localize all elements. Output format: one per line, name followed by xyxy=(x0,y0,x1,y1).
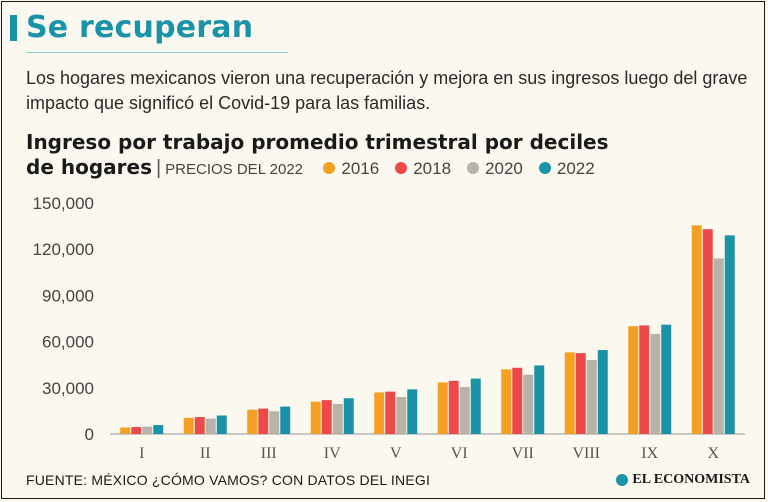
x-tick-label: II xyxy=(200,445,211,462)
bar-2018-VI xyxy=(448,380,459,434)
legend-item-2018: 2018 xyxy=(395,156,451,181)
x-tick-label: IX xyxy=(641,445,658,462)
legend-item-2020: 2020 xyxy=(467,156,523,181)
bar-2022-X xyxy=(724,235,735,434)
title-underline xyxy=(26,52,288,53)
bar-2018-VIII xyxy=(575,353,586,434)
chart-title-line1: Ingreso por trabajo promedio trimestral … xyxy=(26,130,609,154)
legend-dot-2020 xyxy=(467,162,480,174)
x-tick-label: V xyxy=(390,445,402,462)
legend-label-2022: 2022 xyxy=(556,158,595,178)
bar-2016-X xyxy=(691,225,702,434)
x-tick-label: IV xyxy=(324,445,341,462)
y-tick-label: 60,000 xyxy=(42,333,94,352)
bar-2016-IX xyxy=(628,326,639,434)
y-tick-label: 0 xyxy=(85,425,94,444)
y-tick-label: 120,000 xyxy=(33,240,94,259)
bar-2020-VIII xyxy=(586,360,597,434)
x-tick-label: III xyxy=(261,445,277,462)
bar-2020-II xyxy=(205,418,216,434)
bar-2016-VII xyxy=(501,369,512,434)
legend-label-2016: 2016 xyxy=(341,158,380,178)
bar-2022-III xyxy=(280,406,291,434)
bar-2022-VII xyxy=(534,365,545,434)
legend-dot-2022 xyxy=(538,162,551,174)
chart-subtitle: PRECIOS DEL 2022 xyxy=(165,161,304,178)
source-note: FUENTE: MÉXICO ¿CÓMO VAMOS? CON DATOS DE… xyxy=(26,472,431,488)
brand-logo: EL ECONOMISTA xyxy=(616,472,750,488)
x-tick-label: X xyxy=(707,445,719,462)
legend-item-2016: 2016 xyxy=(323,156,379,181)
bar-2022-II xyxy=(216,415,227,434)
bar-2016-IV xyxy=(310,401,321,434)
bar-2020-IV xyxy=(332,403,343,434)
bar-2022-V xyxy=(407,389,418,434)
bar-2022-IX xyxy=(661,324,672,434)
brand-name: EL ECONOMISTA xyxy=(632,472,750,487)
bar-2016-VI xyxy=(437,382,448,434)
bar-2022-I xyxy=(153,425,164,434)
legend-item-2022: 2022 xyxy=(538,156,595,181)
bar-2016-V xyxy=(374,392,385,434)
x-tick-label: I xyxy=(139,445,144,462)
title-accent-bar xyxy=(10,15,17,41)
legend-dot-2016 xyxy=(323,162,336,174)
bar-2022-IV xyxy=(343,398,354,434)
bar-2022-VI xyxy=(470,378,481,434)
bar-2018-V xyxy=(385,391,396,434)
chart-title-line2: de hogares xyxy=(26,155,152,179)
y-tick-label: 90,000 xyxy=(42,286,94,305)
x-tick-label: VI xyxy=(451,445,468,462)
bar-2016-VIII xyxy=(564,352,575,434)
x-tick-label: VIII xyxy=(572,445,600,462)
bar-2020-X xyxy=(713,258,724,434)
bar-2016-I xyxy=(120,427,131,434)
bar-2020-VII xyxy=(523,374,534,434)
bar-2018-X xyxy=(702,229,713,434)
bar-2016-III xyxy=(247,409,258,434)
page-title: Se recuperan xyxy=(26,10,254,45)
bar-2020-VI xyxy=(459,387,470,434)
bar-2018-II xyxy=(194,417,205,434)
page-subtitle: Los hogares mexicanos vieron una recuper… xyxy=(26,68,748,113)
bar-2018-IV xyxy=(321,400,332,434)
x-tick-label: VII xyxy=(512,445,534,462)
bar-2020-V xyxy=(396,397,407,434)
bar-2016-II xyxy=(183,417,194,434)
y-tick-label: 150,000 xyxy=(33,194,94,213)
title-separator: | xyxy=(155,157,162,179)
bar-2018-IX xyxy=(639,325,650,434)
legend-dot-2018 xyxy=(395,162,408,174)
bar-2020-IX xyxy=(650,333,661,434)
bar-2018-I xyxy=(131,427,142,434)
y-tick-label: 30,000 xyxy=(42,379,94,398)
bar-2020-I xyxy=(142,426,153,434)
bar-2022-VIII xyxy=(597,350,608,434)
brand-logo-icon xyxy=(616,474,629,486)
bar-2018-III xyxy=(258,408,269,434)
legend-label-2018: 2018 xyxy=(413,158,452,178)
bar-2020-III xyxy=(269,411,280,434)
chart-title-line2-row: de hogares | PRECIOS DEL 2022 2016 2018 20… xyxy=(26,155,611,182)
legend-label-2020: 2020 xyxy=(485,158,523,178)
chart-legend: 2016 2018 2020 2022 xyxy=(323,156,610,181)
bar-2018-VII xyxy=(512,367,523,434)
